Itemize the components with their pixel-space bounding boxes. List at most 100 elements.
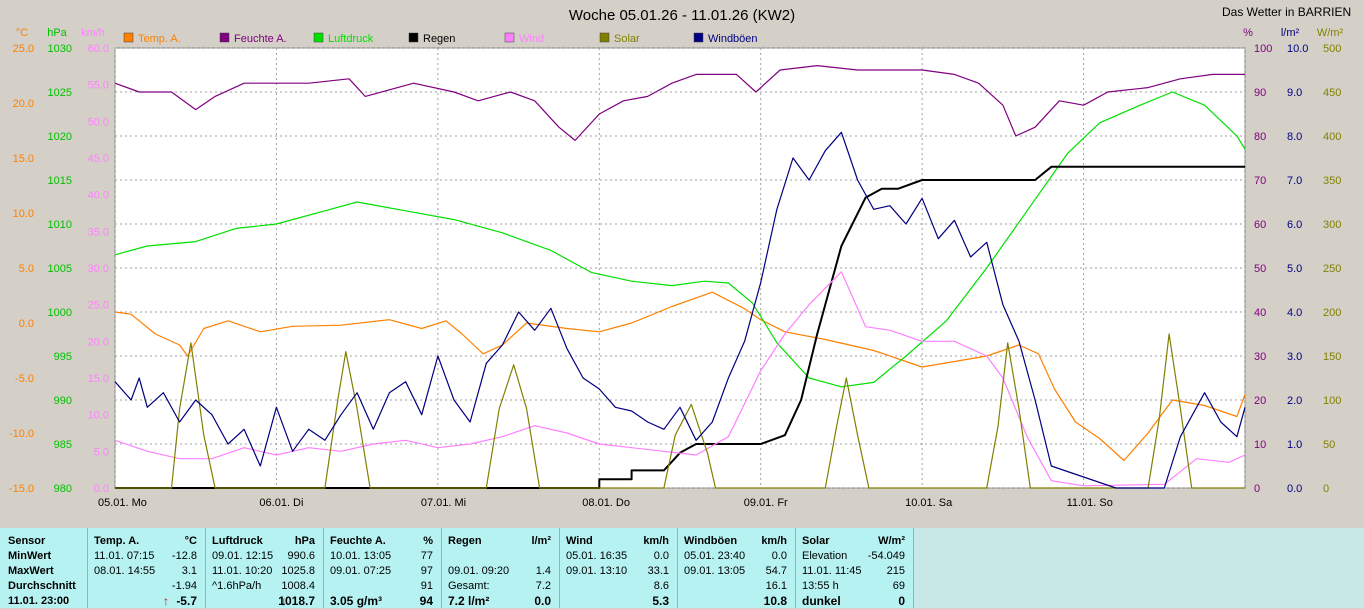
stats-cell-label: 11.01. 07:15 bbox=[94, 550, 155, 562]
left-unit-label: hPa bbox=[47, 27, 67, 39]
stats-unit-press: hPa bbox=[294, 535, 315, 547]
stats-unit-temp: °C bbox=[184, 535, 197, 547]
hum_ticks-tick-label: 70 bbox=[1254, 175, 1266, 187]
stats-panel-gust: Windböen km/h 05.01. 23:40 0.0 09.01. 13:05 5… bbox=[678, 528, 796, 608]
stats-cell-value: 1025.8 bbox=[281, 565, 315, 577]
stats-cell-label: 09.01. 09:20 bbox=[448, 565, 510, 577]
stats-unit-gust: km/h bbox=[761, 535, 787, 547]
wind_ticks-tick-label: 30.0 bbox=[88, 263, 109, 275]
stats-cell-value: 97 bbox=[420, 565, 433, 577]
stats-cell-label: 11.01. 11:45 bbox=[802, 565, 862, 577]
x-tick-label: 06.01. Di bbox=[259, 497, 303, 509]
stats-header-row: Wind km/h bbox=[560, 534, 677, 549]
stats-cell-value: 91 bbox=[420, 580, 433, 592]
series-temp-a-line bbox=[114, 291, 1246, 462]
series-regen-line bbox=[115, 165, 1245, 489]
stats-header-gust: Windböen bbox=[684, 535, 738, 547]
press_ticks-tick-label: 995 bbox=[54, 351, 72, 363]
rain_ticks-tick-label: 2.0 bbox=[1287, 395, 1302, 407]
stats-cell-label: dunkel bbox=[802, 594, 841, 608]
stats-cell-label: Elevation bbox=[802, 550, 848, 562]
solar_ticks-tick-label: 50 bbox=[1323, 439, 1335, 451]
series-wind-line bbox=[114, 271, 1246, 487]
stats-cell-value: 990.6 bbox=[287, 550, 315, 562]
stats-row-label-line: MaxWert bbox=[0, 564, 87, 579]
stats-cell-label: 08.01. 14:55 bbox=[94, 565, 156, 577]
stats-row: Gesamt: 7.2 bbox=[442, 579, 559, 594]
x-tick-label: 05.01. Mo bbox=[98, 497, 147, 509]
rain_ticks-tick-label: 4.0 bbox=[1287, 307, 1302, 319]
legend: Temp. A. Feuchte A. Luftdruck Regen Wind Sola… bbox=[123, 32, 758, 45]
stats-row: 09.01. 12:15 990.6 bbox=[206, 549, 323, 564]
stats-row: 13:55 h 69 bbox=[796, 579, 913, 594]
stats-cell-value: 0.0 bbox=[534, 594, 551, 608]
legend-label: Regen bbox=[423, 33, 455, 45]
temp_ticks-tick-label: -5.0 bbox=[15, 373, 34, 385]
stats-cell-label: 05.01. 23:40 bbox=[684, 550, 746, 562]
stats-cell-value: 54.7 bbox=[765, 565, 787, 577]
press_ticks-tick-label: 1020 bbox=[48, 131, 72, 143]
series-solar-line bbox=[115, 333, 1245, 489]
wind_ticks-tick-label: 10.0 bbox=[88, 410, 109, 422]
rain_ticks-tick-label: 10.0 bbox=[1287, 43, 1308, 55]
legend-swatch bbox=[599, 32, 610, 43]
stats-header-row: Solar W/m² bbox=[796, 534, 913, 549]
weather-chart-area: Woche 05.01.26 - 11.01.26 (KW2) Das Wett… bbox=[8, 5, 1352, 509]
stats-row: 5.3 bbox=[560, 594, 677, 609]
rain_ticks-tick-label: 3.0 bbox=[1287, 351, 1302, 363]
stats-row: 09.01. 09:20 1.4 bbox=[442, 564, 559, 579]
stats-row: 05.01. 23:40 0.0 bbox=[678, 549, 795, 564]
press_ticks-tick-label: 1005 bbox=[48, 263, 72, 275]
stats-row: ^1.6hPa/h 1008.4 bbox=[206, 579, 323, 594]
stats-header-row: Luftdruck hPa bbox=[206, 534, 323, 549]
left-unit-label: °C bbox=[16, 27, 28, 39]
stats-cell-value: 7.2 bbox=[535, 580, 551, 592]
stats-header-wind: Wind bbox=[566, 535, 593, 547]
legend-swatch bbox=[219, 32, 230, 43]
stats-row-label: Durchschnitt bbox=[8, 580, 76, 592]
right-unit-label: l/m² bbox=[1281, 27, 1300, 39]
stats-cell-value: 0.0 bbox=[771, 550, 787, 562]
stats-row: 16.1 bbox=[678, 579, 795, 594]
press_ticks-tick-label: 1030 bbox=[48, 43, 72, 55]
stats-panel-sensor: Sensor MinWert MaxWert Durchschnitt 11.01. 2… bbox=[0, 528, 88, 608]
solar_ticks-tick-label: 350 bbox=[1323, 175, 1341, 187]
wind_ticks-tick-label: 5.0 bbox=[94, 446, 109, 458]
wind_ticks-tick-label: 55.0 bbox=[88, 80, 109, 92]
legend-swatch bbox=[693, 32, 704, 43]
stats-panel-press: Luftdruck hPa 09.01. 12:15 990.6 11.01. 10:2… bbox=[206, 528, 324, 608]
stats-cell-value: 16.1 bbox=[765, 580, 787, 592]
hum_ticks-tick-label: 90 bbox=[1254, 87, 1266, 99]
stats-header-row: Windböen km/h bbox=[678, 534, 795, 549]
stats-header-row: Sensor bbox=[0, 534, 87, 549]
right-unit-label: % bbox=[1243, 27, 1253, 39]
press_ticks-tick-label: 1010 bbox=[48, 219, 72, 231]
stats-row: 08.01. 14:55 3.1 bbox=[88, 564, 205, 579]
stats-header-rain: Regen bbox=[448, 535, 482, 547]
stats-row-label-line: MinWert bbox=[0, 549, 87, 564]
stats-unit-wind: km/h bbox=[643, 535, 669, 547]
stats-cell-value: 8.6 bbox=[653, 580, 669, 592]
stats-row: 10.01. 13:05 77 bbox=[324, 549, 441, 564]
wind_ticks-tick-label: 40.0 bbox=[88, 190, 109, 202]
stats-row: dunkel 0 bbox=[796, 594, 913, 609]
temp_ticks-tick-label: 20.0 bbox=[13, 98, 34, 110]
legend-label: Temp. A. bbox=[138, 33, 181, 45]
legend-label: Wind bbox=[519, 33, 544, 45]
stats-row: 8.6 bbox=[560, 579, 677, 594]
stats-unit-hum: % bbox=[423, 535, 433, 547]
stats-row: Elevation -54.049 bbox=[796, 549, 913, 564]
stats-cell-label: 09.01. 07:25 bbox=[330, 565, 392, 577]
solar_ticks-tick-label: 400 bbox=[1323, 131, 1341, 143]
temp_ticks-tick-label: 10.0 bbox=[13, 208, 34, 220]
press_ticks-tick-label: 990 bbox=[54, 395, 72, 407]
stats-header-solar: Solar bbox=[802, 535, 830, 547]
stats-unit-solar: W/m² bbox=[878, 535, 905, 547]
stats-cell-value: -54.049 bbox=[867, 550, 905, 562]
stats-row: 7.2 l/m² 0.0 bbox=[442, 594, 559, 609]
stats-table: Sensor MinWert MaxWert Durchschnitt 11.01. 2… bbox=[0, 528, 1364, 608]
weather-chart: Woche 05.01.26 - 11.01.26 (KW2) Das Wett… bbox=[9, 5, 1351, 509]
stats-row-label: MaxWert bbox=[8, 565, 54, 577]
wind_ticks-tick-label: 60.0 bbox=[88, 43, 109, 55]
rain_ticks-tick-label: 1.0 bbox=[1287, 439, 1302, 451]
